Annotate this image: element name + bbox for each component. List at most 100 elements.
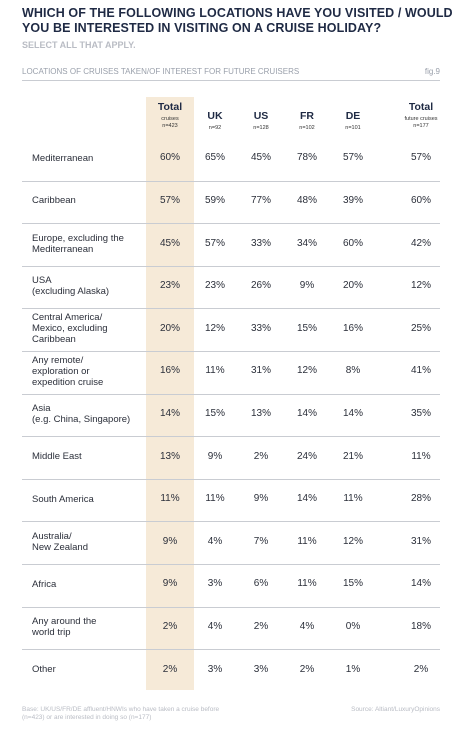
column-n: n=101	[345, 125, 361, 131]
row-label: (excluding Alaska)	[32, 286, 110, 298]
rule	[22, 80, 440, 81]
cell: 13%	[159, 450, 180, 462]
row-label: world trip	[32, 626, 71, 638]
column-n: n=423	[162, 123, 178, 129]
row-divider	[22, 478, 440, 480]
cell: 9%	[253, 493, 269, 505]
row-label: exploration or	[32, 365, 90, 377]
cell: 7%	[253, 535, 269, 547]
cell: 14%	[159, 407, 180, 419]
cell: 11%	[205, 365, 225, 377]
row-divider	[22, 436, 440, 438]
base-note: Base: UK/US/FR/DE affluent/HNWIs who hav…	[22, 706, 220, 713]
cell: 12%	[204, 322, 225, 334]
cell: 11%	[205, 493, 225, 505]
row-label: Middle East	[32, 451, 82, 462]
column-subheader: cruises	[161, 116, 179, 122]
cell: 1%	[345, 663, 361, 675]
column-n: n=102	[299, 125, 315, 131]
row-label: Caribbean	[32, 195, 76, 207]
cell: 9%	[162, 535, 178, 547]
cell: 2%	[299, 663, 315, 675]
row-divider	[22, 351, 440, 352]
cell: 12%	[296, 365, 317, 377]
cell: 4%	[207, 620, 223, 632]
cell: 14%	[296, 407, 317, 419]
row-label: Europe, excluding the	[32, 232, 124, 244]
cell: 21%	[342, 450, 363, 462]
row-label: USA	[32, 275, 52, 287]
cell: 2%	[253, 620, 269, 632]
column-header: US	[253, 110, 269, 122]
row-label: Caribbean	[32, 334, 76, 346]
column-header: Total	[408, 101, 434, 113]
cell: 41%	[410, 365, 431, 377]
title-line: YOU BE INTERESTED IN VISITING ON A CRUIS…	[22, 21, 382, 35]
cell: 9%	[299, 280, 315, 292]
row-divider	[22, 308, 440, 310]
cell: 6%	[253, 578, 269, 590]
cell: 16%	[159, 365, 180, 377]
cell: 11%	[343, 493, 363, 505]
column-header: UK	[207, 110, 223, 122]
cell: 9%	[162, 578, 178, 590]
column-header: FR	[300, 110, 314, 122]
row-label: Any around the	[32, 615, 97, 627]
column-n: n=92	[208, 125, 222, 131]
cell: 26%	[250, 280, 271, 292]
cell: 45%	[250, 152, 271, 164]
row-label: South America	[32, 493, 94, 505]
row-divider	[22, 265, 440, 267]
source: Source: Altiant/LuxuryOpinions	[351, 706, 440, 713]
column-header: Total	[157, 101, 183, 113]
cell: 23%	[159, 280, 180, 292]
row-divider	[22, 393, 440, 395]
cell: 59%	[204, 194, 225, 206]
cell: 39%	[342, 194, 363, 206]
cell: 11%	[297, 535, 317, 547]
cell: 31%	[250, 365, 271, 377]
cell: 60%	[410, 194, 431, 206]
column-subheader: future cruises	[404, 116, 438, 122]
cell: 77%	[250, 194, 271, 206]
column-n: n=128	[253, 125, 269, 131]
row-divider	[22, 564, 440, 565]
cell: 11%	[160, 493, 180, 505]
row-label: expedition cruise	[32, 376, 104, 388]
highlight-column	[146, 97, 194, 690]
cell: 14%	[342, 407, 363, 419]
cell: 3%	[253, 663, 269, 675]
cell: 57%	[410, 152, 431, 164]
cell: 2%	[253, 450, 269, 462]
column-n: n=177	[413, 123, 429, 129]
row-label: Africa	[32, 578, 57, 590]
row-label: Other	[32, 664, 56, 675]
row-label: Mediterranean	[32, 152, 94, 164]
cell: 4%	[207, 535, 223, 547]
cell: 8%	[345, 365, 361, 377]
cell: 45%	[159, 237, 180, 249]
cell: 18%	[410, 620, 431, 632]
base-note: (n=423) or are interested in doing so (n…	[22, 714, 152, 721]
cell: 48%	[296, 194, 317, 206]
cell: 14%	[410, 578, 431, 590]
cell: 25%	[410, 322, 431, 334]
row-label: New Zealand	[32, 541, 88, 553]
cell: 3%	[207, 578, 223, 590]
cell: 15%	[204, 407, 225, 419]
row-label: Australia/	[32, 530, 72, 542]
row-label: Asia	[32, 402, 51, 414]
cell: 33%	[250, 237, 271, 249]
cell: 11%	[297, 578, 317, 590]
row-label: Any remote/	[32, 354, 84, 366]
cell: 14%	[296, 493, 317, 505]
cell: 0%	[345, 620, 361, 632]
cell: 15%	[342, 578, 363, 590]
row-divider	[22, 606, 440, 608]
cell: 2%	[413, 663, 429, 675]
title-line: WHICH OF THE FOLLOWING LOCATIONS HAVE YO…	[22, 6, 453, 20]
row-label: (e.g. China, Singapore)	[32, 413, 131, 425]
cell: 11%	[411, 450, 431, 462]
cell: 12%	[342, 535, 363, 547]
cell: 20%	[159, 322, 180, 334]
